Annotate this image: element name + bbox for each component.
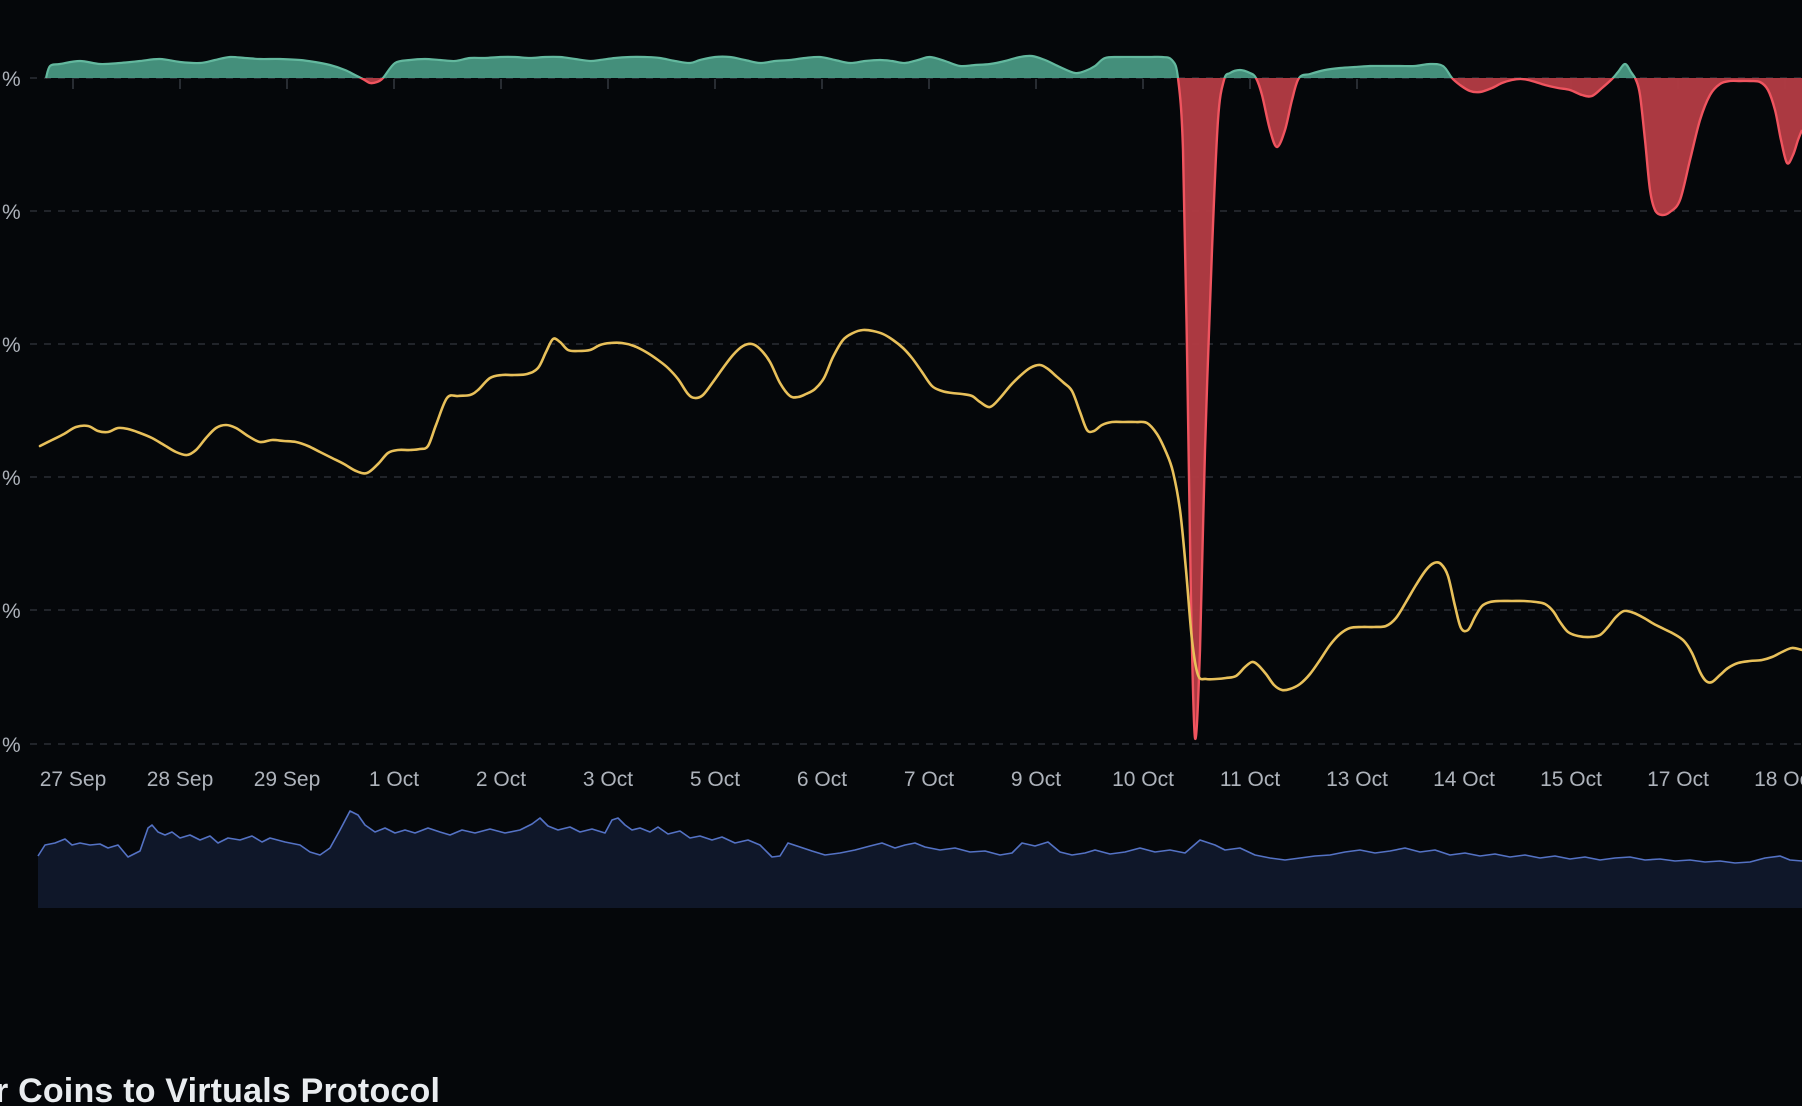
y-axis-label: % <box>2 201 21 224</box>
x-axis-label: 2 Oct <box>476 768 526 791</box>
x-axis-label: 13 Oct <box>1326 768 1388 791</box>
x-axis-label: 5 Oct <box>690 768 740 791</box>
y-axis-label: % <box>2 334 21 357</box>
x-axis-label: 11 Oct <box>1220 768 1280 791</box>
x-axis-label: 3 Oct <box>583 768 633 791</box>
x-axis-label: 10 Oct <box>1112 768 1174 791</box>
x-axis-label: 17 Oct <box>1647 768 1709 791</box>
page-title: r Coins to Virtuals Protocol <box>0 1072 441 1106</box>
x-axis-label: 27 Sep <box>40 768 107 791</box>
x-axis-label: 29 Sep <box>254 768 321 791</box>
x-axis-label: 7 Oct <box>904 768 954 791</box>
gridlines <box>30 77 1802 745</box>
y-axis-labels: %%%%%% <box>2 68 21 757</box>
x-axis-label: 6 Oct <box>797 768 847 791</box>
x-axis-label: 14 Oct <box>1433 768 1495 791</box>
comparison-line-series <box>38 328 1802 692</box>
chart-series <box>37 54 1802 908</box>
x-axis-label: 9 Oct <box>1011 768 1061 791</box>
x-axis-label: 18 Oct <box>1754 768 1802 791</box>
y-axis-label: % <box>2 68 21 91</box>
volume-area-series <box>37 810 1802 908</box>
x-axis-label: 15 Oct <box>1540 768 1602 791</box>
x-axis-label: 1 Oct <box>369 768 419 791</box>
y-axis-label: % <box>2 734 21 757</box>
y-axis-label: % <box>2 467 21 490</box>
y-axis-label: % <box>2 600 21 623</box>
gain-area-series <box>44 54 1802 78</box>
loss-area-series <box>46 78 1802 741</box>
x-axis-labels: 27 Sep 28 Sep 29 Sep 1 Oct 2 Oct 3 Oct 5 Oct 6 … <box>40 768 1802 791</box>
x-axis-label: 28 Sep <box>147 768 214 791</box>
